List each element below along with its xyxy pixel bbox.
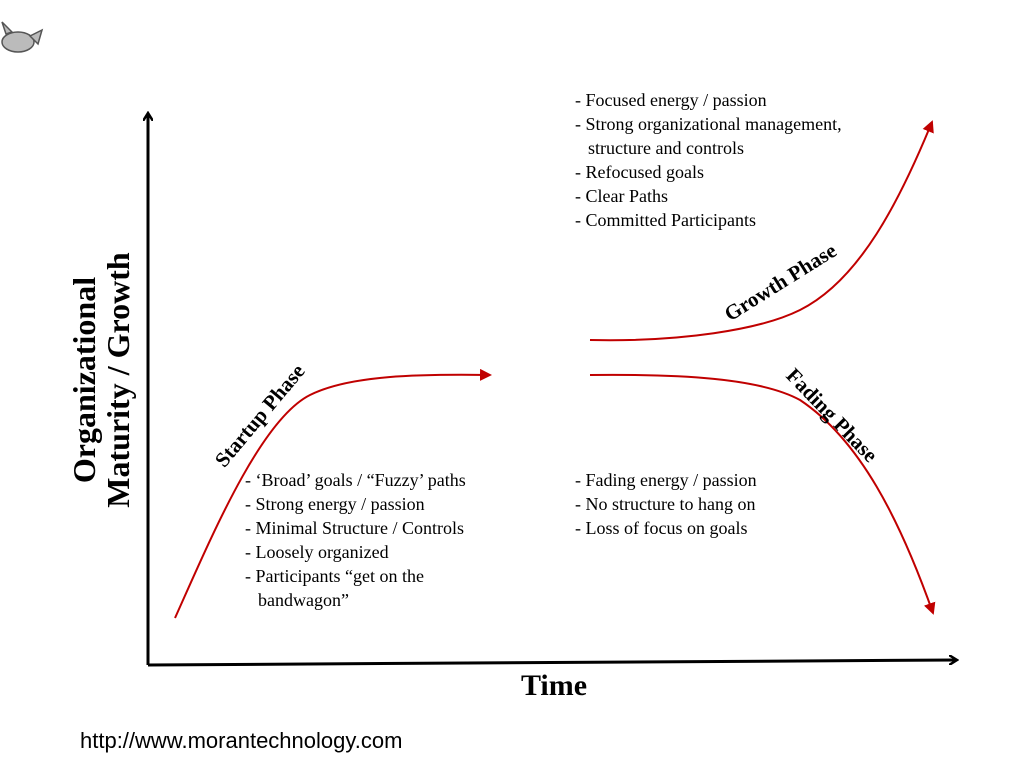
startup-curve — [174, 368, 492, 619]
growth-curve — [589, 120, 934, 342]
y-axis-label: Organizational Maturity / Growth — [66, 252, 136, 508]
x-axis-label: Time — [521, 669, 587, 702]
bullet-line: - Strong energy / passion — [245, 494, 425, 514]
bullet-line: - ‘Broad’ goals / “Fuzzy’ paths — [245, 470, 466, 490]
bullet-line: bandwagon” — [258, 590, 349, 610]
bullet-line: - Participants “get on the — [245, 566, 424, 586]
bullet-line: - Loosely organized — [245, 542, 389, 562]
bullet-line: - Focused energy / passion — [575, 90, 767, 110]
phase-label: Fading Phase — [781, 363, 882, 467]
bullet-line: structure and controls — [588, 138, 744, 158]
bullet-line: - Clear Paths — [575, 186, 668, 206]
bullet-line: - Refocused goals — [575, 162, 704, 182]
phase-label: Startup Phase — [210, 359, 310, 471]
bullet-line: - Strong organizational management, — [575, 114, 842, 134]
bullet-line: - No structure to hang on — [575, 494, 755, 514]
x-axis — [147, 660, 956, 667]
bullet-line: - Minimal Structure / Controls — [245, 518, 464, 538]
y-label-line: Maturity / Growth — [100, 252, 136, 508]
footer-url: http://www.morantechnology.com — [80, 728, 402, 753]
phase-label: Growth Phase — [720, 238, 841, 326]
logo — [1, 21, 44, 53]
bullet-line: - Loss of focus on goals — [575, 518, 747, 538]
fading-curve — [589, 373, 936, 615]
y-label-line: Organizational — [66, 277, 102, 483]
bullet-line: - Committed Participants — [575, 210, 756, 230]
bullet-line: - Fading energy / passion — [575, 470, 757, 490]
